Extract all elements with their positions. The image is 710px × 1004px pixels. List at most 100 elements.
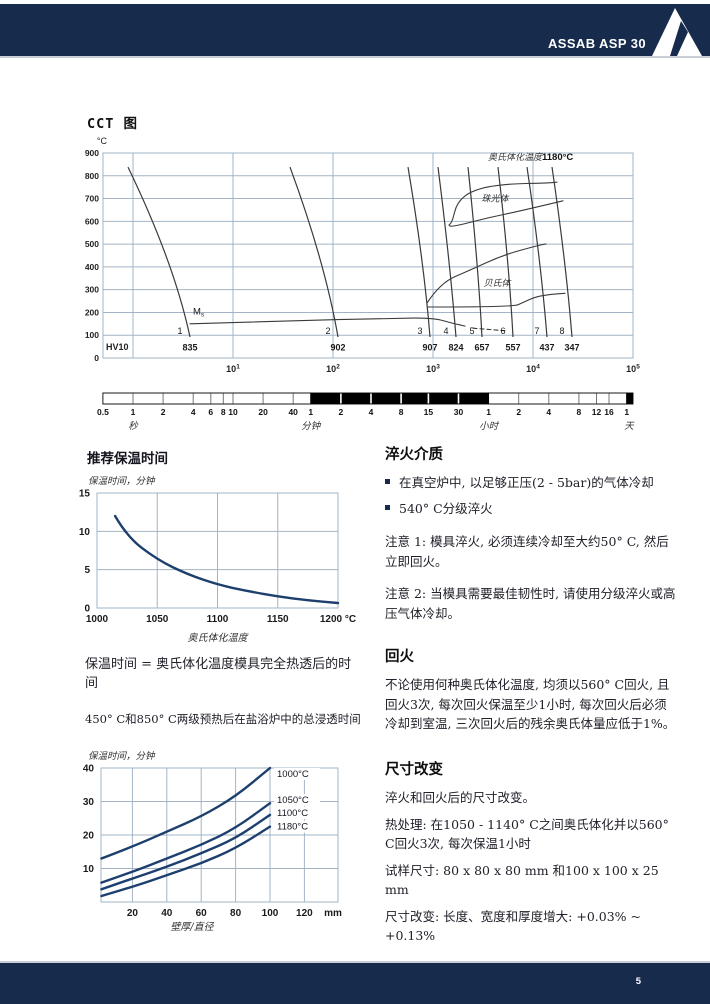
svg-text:6: 6 (500, 326, 505, 336)
header-title: ASSAB ASP 30 (547, 36, 646, 51)
svg-text:奥氏体化温度: 奥氏体化温度 (188, 632, 250, 644)
dimension-line-2: 热处理: 在1050 - 1140° C之间奥氏体化并以560° C回火3次, … (385, 816, 669, 852)
svg-text:1000: 1000 (86, 614, 109, 625)
dimension-heading: 尺寸改变 (385, 762, 443, 778)
svg-text:902: 902 (330, 343, 345, 353)
quench-note-1: 注意 1: 模具淬火, 必须连续冷却至大约50° C, 然后立即回火。 (385, 534, 669, 569)
svg-text:6: 6 (208, 407, 213, 417)
section-tempering: 回火 不论使用何种奥氏体化温度, 均须以560° C回火, 且回火3次, 每次回… (385, 645, 677, 747)
svg-text:101: 101 (226, 364, 240, 375)
svg-text:10: 10 (79, 527, 91, 538)
svg-text:5: 5 (84, 565, 90, 576)
section-quench-media: 淬火介质 在真空炉中, 以足够正压(2 - 5bar)的气体冷却 540° C分… (385, 443, 677, 636)
svg-text:103: 103 (426, 364, 440, 375)
section-dimensional-change: 尺寸改变 淬火和回火后的尺寸改变。 热处理: 在1050 - 1140° C之间… (385, 758, 677, 959)
svg-text:1: 1 (131, 407, 136, 417)
svg-text:30: 30 (454, 407, 464, 417)
svg-text:1: 1 (486, 407, 491, 417)
immersion-time-intro: 450° C和850° C两级预热后在盐浴炉中的总浸透时间 (85, 712, 361, 726)
svg-text:15: 15 (424, 407, 434, 417)
svg-text:mm: mm (324, 908, 342, 919)
assab-logo-icon (652, 8, 702, 56)
svg-text:347: 347 (564, 343, 579, 353)
svg-text:60: 60 (196, 908, 208, 919)
svg-text:437: 437 (539, 343, 554, 353)
holding-time-chart: 保温时间，分钟 0 5 10 15 1000 1050 1100 1150 1200 °C 奥氏体化… (79, 476, 356, 644)
svg-text:1150: 1150 (267, 614, 289, 625)
svg-text:1: 1 (177, 326, 182, 336)
svg-text:0: 0 (94, 353, 99, 363)
svg-text:30: 30 (83, 797, 95, 808)
svg-text:3: 3 (417, 326, 422, 336)
svg-text:10: 10 (228, 407, 238, 417)
holding-time-definition: 保温时间 = 奥氏体化温度模具完全热透后的时间 (85, 657, 352, 691)
dimension-line-1: 淬火和回火后的尺寸改变。 (385, 790, 536, 805)
svg-text:105: 105 (626, 364, 640, 375)
svg-text:1: 1 (308, 407, 313, 417)
svg-text:珠光体: 珠光体 (481, 194, 510, 205)
page-number: 5 (635, 976, 641, 987)
svg-text:104: 104 (526, 364, 540, 375)
svg-text:40: 40 (288, 407, 298, 417)
quench-bullet-2: 540° C分级淬火 (385, 499, 677, 518)
immersion-time-chart: 保温时间，分钟 10 20 30 40 20 40 60 80 100 120 mm 壁厚/直径 1000… (83, 751, 342, 933)
svg-text:400: 400 (85, 262, 99, 272)
svg-text:4: 4 (546, 407, 551, 417)
svg-text:102: 102 (326, 364, 340, 375)
svg-text:40: 40 (161, 908, 173, 919)
svg-text:20: 20 (83, 831, 95, 842)
svg-text:200: 200 (85, 307, 99, 317)
bullet-square-icon (385, 505, 390, 510)
svg-text:657: 657 (474, 343, 489, 353)
svg-text:7: 7 (534, 326, 539, 336)
svg-text:天: 天 (624, 421, 635, 432)
svg-text:100: 100 (85, 330, 99, 340)
svg-text:2: 2 (339, 407, 344, 417)
quench-bullet-1-text: 在真空炉中, 以足够正压(2 - 5bar)的气体冷却 (399, 475, 654, 490)
holding-chart-title: 推荐保温时间 (87, 451, 168, 467)
svg-text:835: 835 (182, 343, 197, 353)
svg-text:1180°C: 1180°C (277, 822, 308, 833)
dimension-line-4: 尺寸改变: 长度、宽度和厚度增大: +0.03% ~ +0.13% (385, 908, 642, 944)
svg-text:壁厚/直径: 壁厚/直径 (170, 921, 214, 933)
footer-band: 5 (0, 963, 710, 1004)
svg-text:10: 10 (83, 864, 95, 875)
svg-text:4: 4 (443, 326, 448, 336)
svg-text:HV10: HV10 (106, 342, 129, 352)
svg-text:1050: 1050 (146, 614, 169, 625)
bullet-square-icon (385, 479, 390, 484)
svg-text:奥氏体化温度1180°C: 奥氏体化温度1180°C (488, 152, 573, 163)
quench-note-2: 注意 2: 当模具需要最佳韧性时, 请使用分级淬火或高压气体冷却。 (385, 586, 676, 621)
quench-heading: 淬火介质 (385, 447, 443, 463)
svg-text:120: 120 (296, 908, 313, 919)
temper-body: 不论使用何种奥氏体化温度, 均须以560° C回火, 且回火3次, 每次回火保温… (385, 677, 676, 731)
svg-text:12: 12 (592, 407, 602, 417)
quench-bullet-1: 在真空炉中, 以足够正压(2 - 5bar)的气体冷却 (385, 473, 677, 492)
svg-text:°C: °C (97, 136, 108, 146)
svg-text:500: 500 (85, 239, 99, 249)
svg-text:907: 907 (422, 343, 437, 353)
svg-text:1100: 1100 (207, 614, 229, 625)
svg-text:557: 557 (505, 343, 520, 353)
svg-text:800: 800 (85, 171, 99, 181)
svg-text:秒: 秒 (128, 421, 139, 432)
svg-text:5: 5 (469, 326, 474, 336)
svg-text:0.5: 0.5 (97, 407, 109, 417)
svg-text:1100°C: 1100°C (277, 808, 308, 819)
svg-text:20: 20 (258, 407, 268, 417)
svg-text:8: 8 (399, 407, 404, 417)
svg-text:4: 4 (369, 407, 374, 417)
svg-text:700: 700 (85, 194, 99, 204)
header-band: ASSAB ASP 30 (0, 4, 710, 56)
svg-text:300: 300 (85, 285, 99, 295)
svg-text:分钟: 分钟 (301, 421, 322, 432)
temper-heading: 回火 (385, 649, 414, 665)
svg-text:8: 8 (221, 407, 226, 417)
svg-text:600: 600 (85, 216, 99, 226)
svg-text:保温时间，分钟: 保温时间，分钟 (88, 476, 156, 487)
svg-text:2: 2 (325, 326, 330, 336)
header-divider (0, 56, 710, 58)
